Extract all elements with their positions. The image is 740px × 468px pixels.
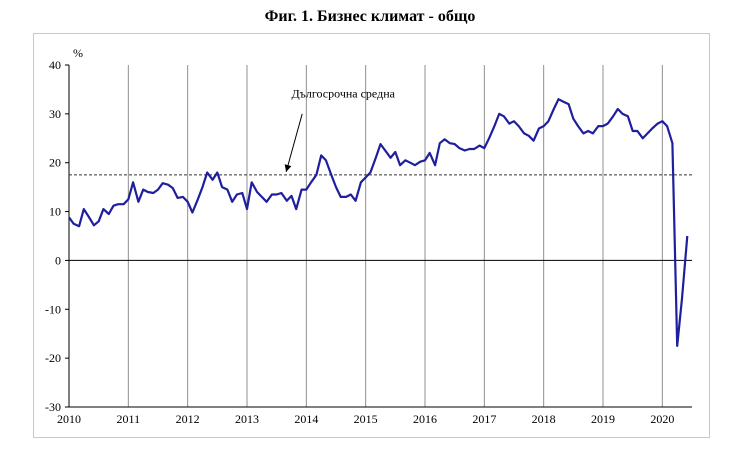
chart-frame (33, 33, 710, 438)
x-tick-label: 2018 (532, 412, 556, 426)
data-points-layer (68, 98, 689, 347)
y-tick-label: 0 (55, 253, 61, 267)
series-layer (68, 98, 689, 347)
x-tick-label: 2019 (591, 412, 615, 426)
x-tick-label: 2010 (57, 412, 81, 426)
y-tick-label: -20 (45, 351, 61, 365)
y-tick-label: -10 (45, 302, 61, 316)
y-tick-label: 30 (49, 107, 61, 121)
grid-layer (127, 65, 663, 407)
x-tick-label: 2017 (472, 412, 496, 426)
long-term-average-label: Дългосрочна средна (292, 87, 396, 101)
x-tick-label: 2011 (117, 412, 141, 426)
annotation-arrowhead (284, 164, 292, 172)
x-tick-label: 2015 (354, 412, 378, 426)
y-tick-label: 20 (49, 156, 61, 170)
x-tick-label: 2016 (413, 412, 437, 426)
series-line (68, 98, 689, 347)
x-tick-label: 2013 (235, 412, 259, 426)
x-tick-label: 2014 (294, 412, 318, 426)
axis-layer: 2010 2011 2012 2013 2014 2015 2016 2017 2018 2019… (45, 58, 692, 426)
annotation-arrow (285, 113, 303, 173)
y-tick-label: 10 (49, 205, 61, 219)
y-tick-label: 40 (49, 58, 61, 72)
x-tick-label: 2020 (650, 412, 674, 426)
x-tick-label: 2012 (176, 412, 200, 426)
y-tick-label: -30 (45, 400, 61, 414)
y-axis-unit-label: % (73, 46, 83, 60)
chart-title: Фиг. 1. Бизнес климат - общо (264, 8, 476, 25)
reference-layer: Дългосрочна средна (69, 87, 692, 176)
